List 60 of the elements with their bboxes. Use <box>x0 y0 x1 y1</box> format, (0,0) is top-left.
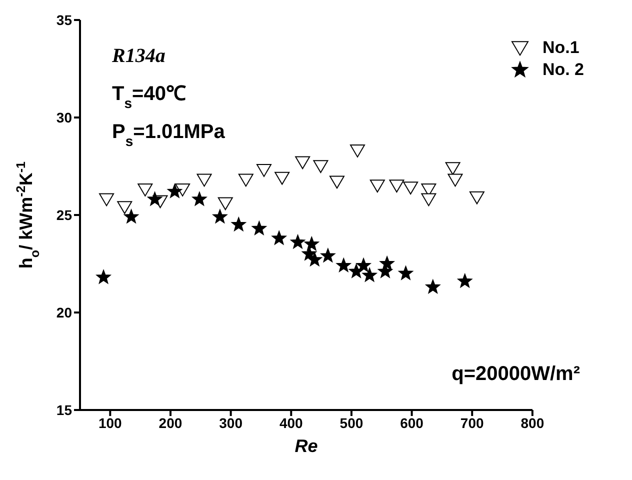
x-tick-label: 200 <box>158 414 182 431</box>
y-tick-label: 20 <box>56 304 72 320</box>
legend-label: No. 2 <box>542 60 584 80</box>
point <box>290 234 305 248</box>
point <box>117 201 132 214</box>
point <box>362 268 377 282</box>
point <box>175 184 190 196</box>
point <box>252 221 266 235</box>
point <box>124 209 138 224</box>
point <box>99 193 114 206</box>
point <box>448 174 463 187</box>
point <box>320 248 336 262</box>
x-tick-label: 800 <box>520 414 544 431</box>
point <box>329 176 344 189</box>
point <box>370 180 385 193</box>
x-tick-label: 700 <box>460 414 484 431</box>
point <box>238 174 254 187</box>
point <box>96 270 111 284</box>
x-tick-label: 300 <box>219 414 243 431</box>
point <box>445 162 460 175</box>
annotation: T$_{s}$=40℃ <box>112 83 186 111</box>
y-tick-label: 25 <box>56 206 72 223</box>
point <box>389 180 404 193</box>
x-axis-title: Re <box>294 436 318 456</box>
point <box>356 258 371 272</box>
y-tick-label: 30 <box>56 109 72 126</box>
point <box>274 172 290 185</box>
y-tick-label: 15 <box>56 402 72 418</box>
annotation: P$_{s}$=1.01MPa <box>112 121 226 149</box>
point <box>469 191 484 204</box>
x-tick-label: 400 <box>279 414 304 431</box>
point <box>403 182 418 194</box>
x-tick-label: 600 <box>400 414 424 431</box>
point <box>421 193 436 206</box>
point <box>168 184 182 198</box>
point <box>304 236 319 250</box>
point <box>148 192 162 206</box>
point <box>349 264 364 278</box>
point <box>295 156 310 170</box>
legend-label: No.1 <box>542 38 580 58</box>
point <box>398 266 413 280</box>
point <box>212 209 228 224</box>
point <box>231 217 246 231</box>
x-tick-label: 100 <box>98 414 122 431</box>
point <box>426 280 440 294</box>
point <box>272 230 286 245</box>
point <box>308 252 322 266</box>
point <box>138 184 153 196</box>
x-tick-label: 500 <box>340 414 364 431</box>
point <box>196 174 212 187</box>
point <box>313 160 328 174</box>
point <box>256 164 272 177</box>
annotation: R134a <box>111 45 166 67</box>
point <box>218 197 233 210</box>
point <box>350 144 365 158</box>
point <box>458 274 472 288</box>
point <box>192 192 207 206</box>
annotation: q=20000W/m² <box>452 363 580 385</box>
y-tick-label: 35 <box>56 12 72 28</box>
point <box>336 258 351 272</box>
